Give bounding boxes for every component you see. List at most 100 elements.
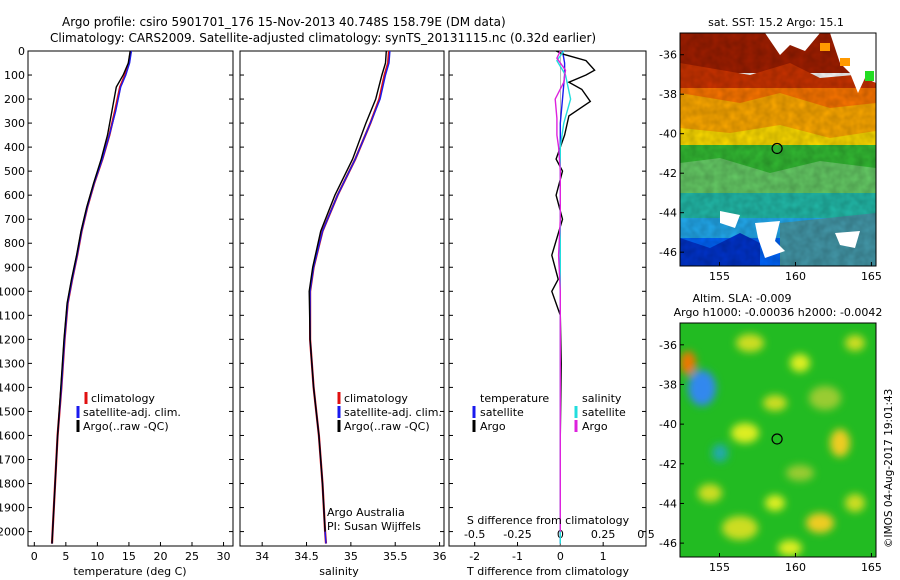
x-tick-label: -1 (512, 550, 523, 563)
imos-timestamp: ©IMOS 04-Aug-2017 19:01:43 (883, 389, 895, 548)
figure-title-line1: Argo profile: csiro 5901701_176 15-Nov-2… (62, 15, 506, 29)
difference-series (551, 50, 596, 544)
x-tick-label: 1 (600, 550, 607, 563)
legend-climatology: climatology (344, 392, 408, 405)
sla-blob (809, 386, 841, 410)
legend-satellite-adj: satellite-adj. clim. (344, 406, 442, 419)
salinity-ticks: 34 34.5 35 35.5 36 (240, 50, 447, 563)
sla-blob (731, 423, 759, 443)
sla-blobs (680, 334, 865, 556)
map-y-tick-label: -40 (659, 128, 677, 141)
y-tick-label: 400 (4, 141, 25, 154)
x-tick-label: 34 (255, 550, 269, 563)
sla-blob (765, 495, 785, 511)
legend-climatology: climatology (91, 392, 155, 405)
x-tick-label: 15 (122, 550, 136, 563)
figure-title-line2: Climatology: CARS2009. Satellite-adjuste… (50, 31, 596, 45)
temperature-x-label: temperature (deg C) (73, 565, 186, 578)
sst-map-area (680, 33, 876, 266)
sla-map-area (680, 323, 876, 557)
sla-blob (698, 484, 722, 502)
temperature-ticks: 0 5 10 15 20 25 300100200300400500600700800900… (0, 45, 233, 563)
sla-map-title: Altim. SLA: -0.009 (692, 292, 791, 305)
temperature-legend: climatology satellite-adj. clim. Argo(..… (76, 392, 181, 433)
x2-tick-label: 0.5 (637, 528, 655, 541)
sla-blob (845, 335, 865, 351)
legend-satellite-adj: satellite-adj. clim. (83, 406, 181, 419)
sst-cloud-gap (835, 231, 860, 248)
y-tick-label: 600 (4, 189, 25, 202)
difference-legend: temperature satellite Argo salinity sate… (472, 392, 626, 433)
sst-patch-orange (820, 43, 830, 51)
x-tick-label: 30 (217, 550, 231, 563)
sla-map-panel: Altim. SLA: -0.009 Argo h1000: -0.00036 … (659, 292, 882, 574)
y-tick-label: 300 (4, 117, 25, 130)
sla-blob (763, 395, 787, 411)
sla-map-frame (679, 322, 877, 558)
x-tick-label: 35.5 (383, 550, 408, 563)
map-x-tick-label: 160 (785, 561, 806, 574)
sst-cloud-gap (755, 221, 785, 258)
sla-blob (736, 334, 764, 352)
map-y-tick-label: -38 (659, 378, 677, 391)
sla-blob (722, 516, 758, 540)
legend-argo: Argo(..raw -QC) (344, 420, 430, 433)
map-y-tick-label: -40 (659, 418, 677, 431)
map-y-tick-label: -36 (659, 339, 677, 352)
sst-cloud-gap (720, 211, 740, 228)
salinity-series (308, 50, 391, 544)
legend-argo: Argo(..raw -QC) (83, 420, 169, 433)
sst-patch-orange (840, 58, 850, 66)
map-x-tick-label: 165 (861, 561, 882, 574)
y-tick-label: 1900 (0, 502, 25, 515)
sla-blob (712, 444, 728, 462)
sst-map-panel: sat. SST: 15.2 Argo: 15.1 (659, 16, 882, 283)
temperature-plot-frame (27, 50, 234, 547)
legend-group-salinity: salinity (582, 392, 622, 405)
y-tick-label: 0 (18, 45, 25, 58)
x-tick-label: 5 (62, 550, 69, 563)
salinity-x-label: salinity (319, 565, 359, 578)
map-x-tick-label: 155 (709, 561, 730, 574)
x-tick-label: 36 (433, 550, 447, 563)
map-x-tick-label: 155 (709, 270, 730, 283)
y-tick-label: 1400 (0, 381, 25, 394)
sla-blob (830, 429, 850, 457)
series-argo-raw-qc- (51, 50, 131, 544)
salinity-plot-frame (239, 50, 445, 547)
y-tick-label: 1000 (0, 285, 25, 298)
y-tick-label: 2000 (0, 526, 25, 539)
credit-org: Argo Australia (327, 506, 405, 519)
temperature-series (50, 50, 133, 544)
map-y-tick-label: -46 (659, 537, 677, 550)
map-x-tick-label: 165 (861, 270, 882, 283)
y-tick-label: 1800 (0, 478, 25, 491)
sst-map-frame (679, 32, 877, 267)
sla-blob (680, 351, 696, 375)
y-tick-label: 500 (4, 165, 25, 178)
x-tick-label: 0 (31, 550, 38, 563)
map-y-tick-label: -42 (659, 167, 677, 180)
y-tick-label: 1600 (0, 429, 25, 442)
x-tick-label: 20 (153, 550, 167, 563)
sla-argo-location-marker (771, 433, 783, 445)
sla-blob (845, 494, 865, 512)
temperature-panel: 0 5 10 15 20 25 300100200300400500600700800900… (0, 45, 234, 578)
y-tick-label: 1200 (0, 333, 25, 346)
legend-temp-satellite: satellite (480, 406, 524, 419)
y-tick-label: 1700 (0, 453, 25, 466)
x-tick-label: 25 (185, 550, 199, 563)
x-tick-label: 35 (344, 550, 358, 563)
sla-blob (688, 370, 716, 406)
sst-cloud-gap (830, 33, 876, 93)
y-tick-label: 200 (4, 93, 25, 106)
map-y-tick-label: -38 (659, 88, 677, 101)
legend-sal-satellite: satellite (582, 406, 626, 419)
difference-panel: -2 -1 0 1-0.5 -0.25 0 0.25 0.5 temperature sate… (448, 50, 655, 578)
sla-blob (778, 540, 802, 556)
series-salinity-argo (554, 50, 567, 532)
legend-group-temperature: temperature (480, 392, 549, 405)
sla-blob (806, 513, 834, 533)
legend-temp-argo: Argo (480, 420, 506, 433)
